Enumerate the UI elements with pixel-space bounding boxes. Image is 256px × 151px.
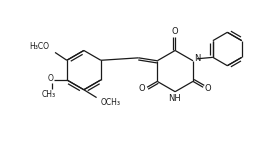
Text: CH₃: CH₃ bbox=[42, 90, 56, 99]
Text: O: O bbox=[139, 84, 145, 93]
Text: H₃CO: H₃CO bbox=[29, 42, 49, 51]
Text: O: O bbox=[205, 84, 211, 93]
Text: O: O bbox=[172, 27, 178, 36]
Text: N: N bbox=[194, 54, 200, 63]
Text: OCH₃: OCH₃ bbox=[101, 98, 121, 107]
Text: NH: NH bbox=[168, 94, 180, 103]
Text: O: O bbox=[47, 74, 53, 84]
